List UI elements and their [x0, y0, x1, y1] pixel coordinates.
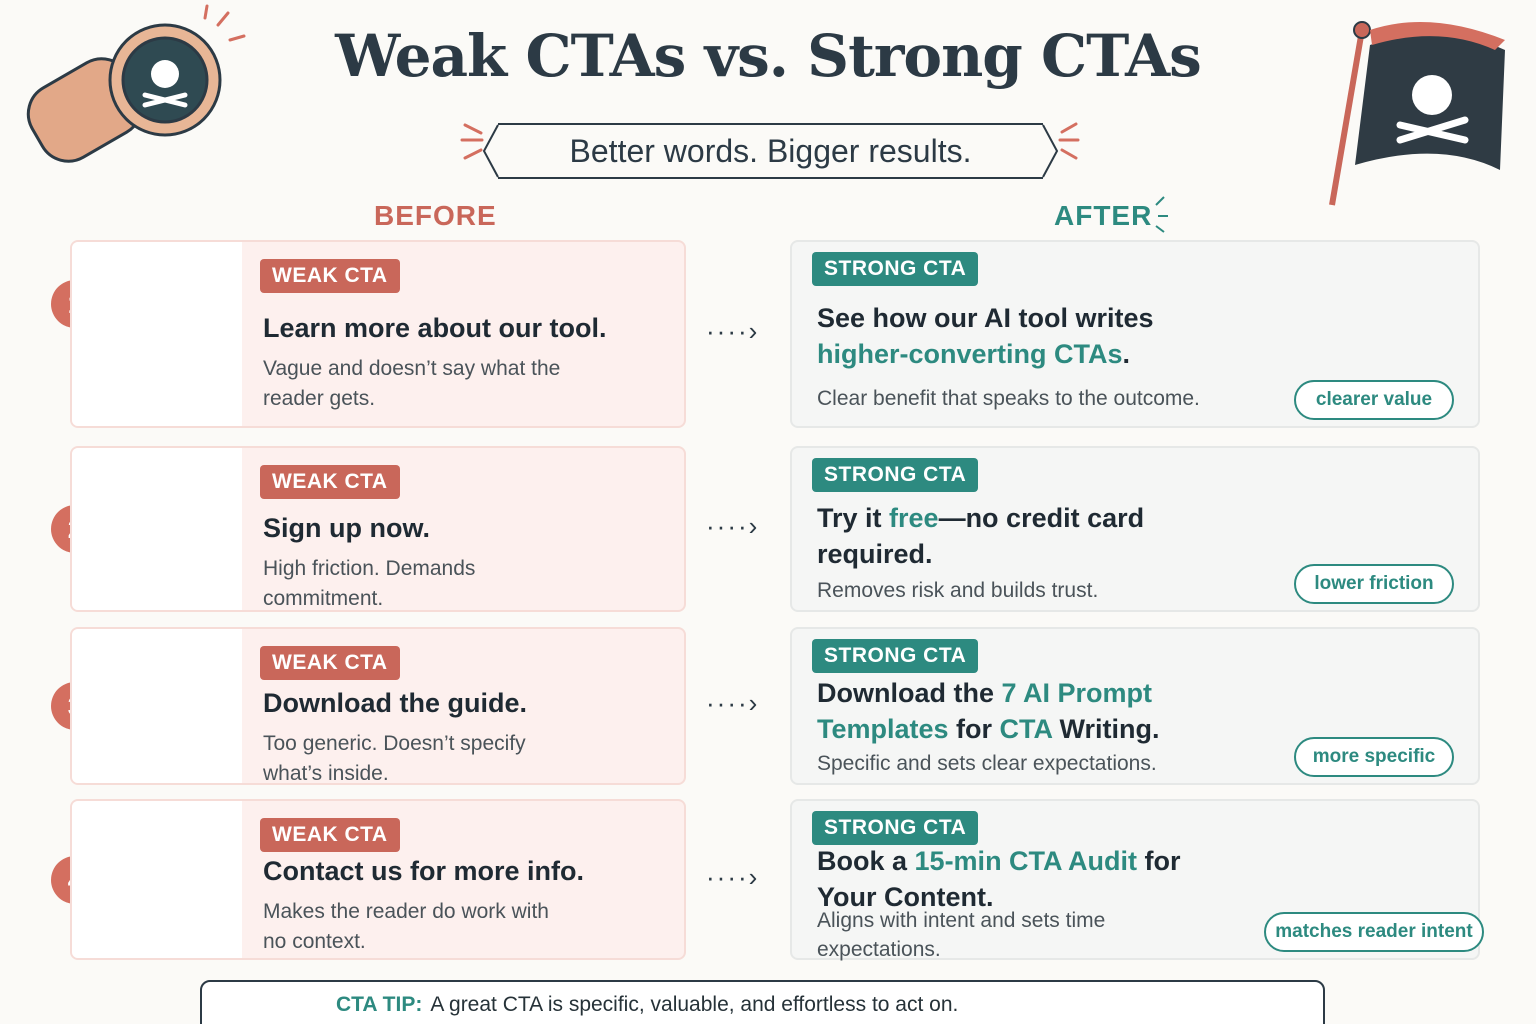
strong-tag: STRONG CTA	[812, 639, 979, 673]
icon-panel	[72, 242, 242, 426]
headline-segment: higher-converting CTAs	[817, 339, 1123, 369]
strong-card: STRONG CTA Download the 7 AI Prompt Templ…	[790, 627, 1480, 785]
weak-note: Vague and doesn’t say what the reader ge…	[263, 357, 561, 410]
strong-tag: STRONG CTA	[812, 252, 979, 286]
arrow: ····›	[706, 511, 760, 541]
strong-card: STRONG CTA See how our AI tool writes hig…	[790, 240, 1480, 428]
title: Weak CTAs vs. Strong CTAs	[335, 22, 1202, 90]
headline-segment: Try it	[817, 503, 890, 533]
badge: lower friction	[1294, 564, 1454, 604]
weak-tag: WEAK CTA	[260, 465, 400, 499]
weak-note: Too generic. Doesn’t specify what’s insi…	[263, 732, 526, 785]
headline-segment: See how our AI tool writes	[817, 303, 1154, 333]
icon-panel	[72, 629, 242, 783]
strong-note: Specific and sets clear expectations.	[817, 752, 1157, 775]
after-label: AFTER	[1054, 200, 1153, 231]
icon-panel	[72, 801, 242, 958]
weak-note: Makes the reader do work with no context…	[263, 900, 549, 953]
weak-headline: Contact us for more info.	[263, 856, 585, 886]
badge: matches reader intent	[1264, 912, 1484, 952]
strong-tag: STRONG CTA	[812, 811, 979, 845]
arrow: ····›	[706, 688, 760, 718]
strong-card: STRONG CTA Book a 15-min CTA Audit for Yo…	[790, 799, 1484, 961]
weak-card: WEAK CTA Learn more about our tool. Vague …	[70, 240, 686, 428]
weak-tag: WEAK CTA	[260, 818, 400, 852]
headline-segment: for	[948, 714, 1000, 744]
weak-card: WEAK CTA Contact us for more info. Makes t…	[70, 799, 686, 960]
headline-segment: Book a	[817, 846, 915, 876]
strong-headline: Book a 15-min CTA Audit for Your Content…	[817, 843, 1197, 915]
weak-tag: WEAK CTA	[260, 646, 400, 680]
headline-segment: Download the	[817, 678, 1002, 708]
strong-headline: Download the 7 AI Prompt Templates for C…	[817, 675, 1197, 747]
strong-note: Aligns with intent and sets time expecta…	[817, 909, 1106, 961]
weak-note: High friction. Demands commitment.	[263, 557, 476, 610]
weak-card: WEAK CTA Download the guide. Too generic. …	[70, 627, 686, 785]
headline-segment: 15-min CTA Audit	[914, 846, 1138, 876]
weak-tag: WEAK CTA	[260, 259, 400, 293]
strong-headline: Try it free—no credit card required.	[817, 500, 1197, 572]
strong-note: Clear benefit that speaks to the outcome…	[817, 387, 1200, 410]
badge: clearer value	[1294, 380, 1454, 420]
badge: more specific	[1294, 737, 1454, 777]
headline-segment: .	[1122, 339, 1131, 369]
strong-note: Removes risk and builds trust.	[817, 579, 1099, 602]
strong-tag: STRONG CTA	[812, 458, 979, 492]
headline-segment: 7 AI Prompt Templates	[817, 678, 1153, 744]
weak-headline: Sign up now.	[263, 513, 430, 543]
headline-segment: Writing.	[1052, 714, 1160, 744]
arrow: ····›	[706, 316, 760, 346]
headline-segment: for Your Content.	[817, 846, 1181, 912]
weak-headline: Download the guide.	[263, 688, 527, 718]
tip-text: A great CTA is specific, valuable, and e…	[430, 993, 959, 1016]
headline-segment: —no credit card required.	[817, 503, 1145, 569]
headline-segment: CTA	[999, 714, 1053, 744]
strong-card: STRONG CTA Try it free—no credit card req…	[790, 446, 1480, 612]
weak-card: WEAK CTA Sign up now. High friction. Deman…	[70, 446, 686, 612]
tip-box: CTA TIP: A great CTA is specific, valuabl…	[200, 980, 1325, 1024]
arrow: ····›	[706, 861, 760, 892]
before-label: BEFORE	[374, 200, 497, 231]
headline-segment: free	[889, 503, 939, 533]
strong-headline: See how our AI tool writes higher-conver…	[817, 300, 1167, 372]
subtitle: Better words. Bigger results.	[498, 123, 1043, 179]
weak-headline: Learn more about our tool.	[263, 313, 607, 343]
tip-label: CTA TIP:	[336, 993, 423, 1016]
icon-panel	[72, 448, 242, 610]
